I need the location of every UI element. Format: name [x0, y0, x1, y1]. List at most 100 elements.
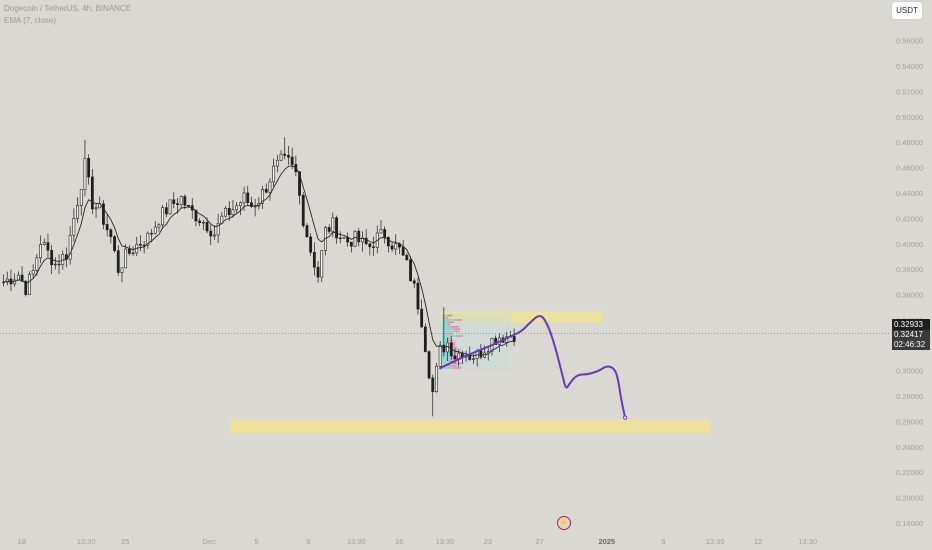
candle-body [42, 242, 46, 245]
y-tick-label: 0.56000 [896, 37, 923, 46]
indicator-legend[interactable]: EMA (7, close) [4, 16, 57, 25]
lightning-icon[interactable]: ⚡ [557, 516, 571, 530]
y-tick-label: 0.36000 [896, 291, 923, 300]
candle-body [401, 246, 405, 256]
candle-body [224, 207, 227, 217]
ema-line [3, 165, 515, 357]
volume-profile-bar [447, 323, 451, 326]
candle-body [264, 188, 268, 193]
candlestick-series [2, 137, 516, 417]
y-tick-label: 0.38000 [896, 265, 923, 274]
candle-body [316, 266, 320, 278]
y-tick-label: 0.42000 [896, 214, 923, 223]
x-tick-label: 25 [121, 537, 129, 546]
candle-body [164, 207, 168, 215]
candle-body [512, 336, 516, 342]
candle-body [116, 250, 120, 273]
volume-profile-bar [454, 319, 463, 321]
volume-profile-bar [442, 330, 456, 333]
candle-body [187, 204, 190, 207]
time-axis[interactable]: 18 13:30 25 Dec 5 9 13:30 16 13:30 23 27 2025 6 13:30… [18, 537, 817, 546]
y-tick-label: 0.26000 [896, 417, 923, 426]
candle-body [494, 338, 498, 345]
candle-body [272, 165, 276, 183]
candle-body [5, 278, 9, 283]
candle-body [53, 263, 57, 266]
y-tick-label: 0.40000 [896, 240, 923, 249]
price-zones [229, 311, 711, 433]
candle-body [242, 192, 246, 204]
candle-body [472, 358, 475, 360]
x-tick-label: 9 [306, 537, 310, 546]
candle-body [335, 217, 338, 239]
y-tick-label: 0.24000 [896, 443, 923, 452]
candle-body [20, 274, 24, 282]
price-axis[interactable]: 0.56000 0.54000 0.52000 0.50000 0.48000 0.460… [896, 37, 923, 528]
candle-body [320, 250, 324, 278]
volume-profile-bar [447, 339, 454, 342]
candle-body [453, 355, 457, 360]
candle-body [250, 202, 253, 207]
price-zone [440, 311, 603, 323]
candle-body [357, 230, 361, 243]
candle-body [312, 251, 316, 268]
volume-profile-bar [453, 367, 462, 369]
x-tick-label: 16 [395, 537, 403, 546]
volume-profile-bar [454, 348, 461, 351]
candle-body [131, 252, 135, 255]
candle-body [383, 229, 387, 238]
x-tick-label: 18 [18, 537, 26, 546]
candle-body [301, 195, 305, 226]
candle-body [283, 153, 287, 156]
candle-body [423, 326, 427, 352]
volume-profile-bar [452, 346, 457, 349]
candle-body [442, 344, 446, 353]
candle-body [172, 199, 176, 204]
y-tick-label: 0.30000 [896, 367, 923, 376]
volume-profile-bar [442, 326, 451, 328]
candle-body [268, 181, 272, 193]
volume-profile-bar [442, 314, 448, 317]
y-tick-label: 0.44000 [896, 189, 923, 198]
candle-body [109, 229, 113, 237]
candle-body [338, 237, 342, 240]
candle-body [446, 342, 449, 353]
candle-body [420, 308, 424, 328]
x-tick-label: 13:30 [798, 537, 817, 546]
volume-profile-bar [452, 344, 456, 346]
candle-body [83, 158, 87, 190]
candle-body [150, 232, 153, 235]
volume-profile-bar [442, 323, 448, 326]
candle-body [39, 244, 42, 259]
volume-profile-bar [448, 337, 451, 340]
candle-body [198, 220, 202, 223]
candle-body [290, 156, 294, 165]
volume-profile-bar [446, 364, 457, 367]
candle-body [279, 153, 283, 161]
candle-body [342, 237, 346, 239]
candle-body [24, 280, 28, 295]
candle-body [105, 224, 109, 231]
volume-profile-bar [442, 339, 448, 342]
candle-body [386, 236, 390, 247]
ema-price-tag: 0.32417 02:46:32 [892, 330, 930, 350]
candle-body [113, 236, 116, 251]
symbol-title: Dogecoin / TetherUS, 4h, BINANCE [4, 4, 132, 13]
currency-button[interactable]: USDT [892, 2, 922, 19]
x-tick-label: Dec [203, 537, 217, 546]
candle-body [409, 259, 412, 282]
volume-profile-bar [442, 332, 449, 335]
x-tick-label: 6 [661, 537, 665, 546]
y-tick-label: 0.46000 [896, 164, 923, 173]
candle-body [46, 242, 50, 251]
candle-body [331, 217, 335, 232]
candle-body [157, 224, 161, 228]
x-tick-label: 23 [484, 537, 492, 546]
volume-profile-bar [442, 367, 454, 369]
candle-body [127, 248, 131, 254]
projection-end-dot [623, 415, 628, 420]
candle-body [468, 354, 472, 360]
candle-body [90, 176, 94, 210]
candle-body [201, 222, 205, 224]
